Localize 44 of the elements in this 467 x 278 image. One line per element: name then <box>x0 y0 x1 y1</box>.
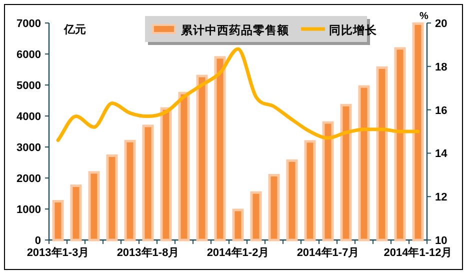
y2-axis-title: % <box>420 11 429 22</box>
bar <box>250 191 262 242</box>
x-tick-label: 2014年1-7月 <box>296 246 360 259</box>
bar <box>232 208 244 242</box>
y2-tick-label: 14 <box>435 148 448 160</box>
bar <box>196 74 208 242</box>
bar <box>286 159 298 242</box>
y-tick-label: 4000 <box>16 111 41 123</box>
bar <box>160 107 172 242</box>
y-tick-label: 5000 <box>16 80 41 92</box>
bar <box>124 140 136 242</box>
y2-tick-label: 16 <box>435 104 448 117</box>
bar <box>340 104 352 242</box>
bar <box>178 92 190 242</box>
x-tick-label: 2013年1-8月 <box>116 246 180 259</box>
y-axis-title: 亿元 <box>63 24 86 36</box>
x-tick-label: 2014年1-2月 <box>206 246 270 259</box>
bar <box>268 174 280 242</box>
y-tick-label: 2000 <box>16 173 41 185</box>
y2-tick-label: 12 <box>435 192 448 204</box>
bar <box>412 22 424 242</box>
bar <box>52 200 64 242</box>
y-tick-label: 7000 <box>16 18 41 30</box>
bar <box>358 85 370 242</box>
y2-tick-label: 18 <box>435 61 448 74</box>
y2-tick-label: 20 <box>435 18 448 30</box>
y-tick-label: 1000 <box>16 204 41 216</box>
x-tick-label: 2013年1-3月 <box>26 246 90 259</box>
bar <box>394 47 406 242</box>
bar <box>214 56 226 242</box>
x-tick-label: 2014年1-12月 <box>384 246 452 259</box>
bar <box>88 171 100 242</box>
bar <box>322 121 334 242</box>
y-tick-label: 3000 <box>16 142 41 154</box>
legend-label: 同比增长 <box>329 23 378 37</box>
y-tick-label: 6000 <box>16 49 41 61</box>
y2-tick-label: 10 <box>435 235 448 247</box>
bar <box>142 124 154 242</box>
bar <box>376 66 388 242</box>
bar <box>106 154 118 242</box>
legend-label: 累计中西药品零售额 <box>180 23 290 37</box>
bar <box>70 184 82 242</box>
y-tick-label: 0 <box>34 235 41 247</box>
bar <box>304 140 316 242</box>
